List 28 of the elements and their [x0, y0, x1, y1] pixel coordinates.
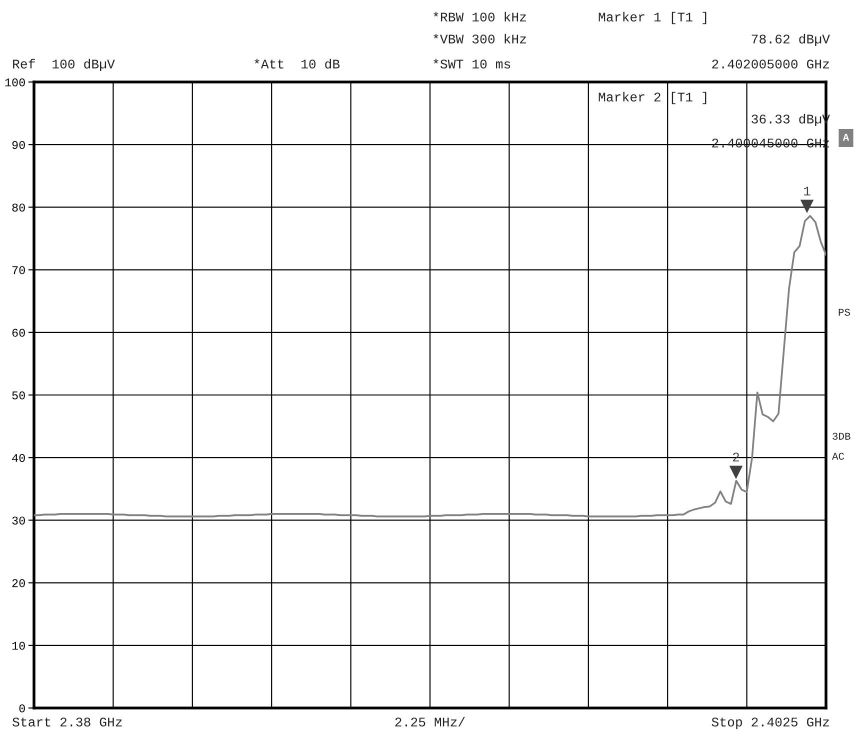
text: *RBW 100 kHz [434, 12, 526, 22]
text: Start 2.38 GHz [12, 718, 122, 727]
text: Ref 100 dBµV [13, 58, 115, 71]
text: *SWT 10 ms [434, 58, 510, 69]
y-tick-label: 30 [12, 516, 25, 525]
y-tick-label: 0 [19, 704, 25, 712]
text: A [842, 134, 850, 141]
text: AC [832, 452, 844, 460]
y-tick-label: 50 [12, 391, 25, 400]
y-tick-label: 40 [12, 454, 25, 462]
text: 78.62 dBµV [752, 34, 830, 46]
y-tick-label: 70 [12, 266, 25, 274]
annotation: Marker 2 [T1 ] [598, 92, 706, 104]
text: Stop 2.4025 GHz [712, 718, 829, 730]
y-tick-label: 90 [12, 140, 25, 149]
text: PS [838, 308, 850, 316]
y-tick-label: 60 [12, 328, 25, 337]
y-tick-label: 10 [12, 642, 25, 650]
y-tick-label: 100 [5, 78, 25, 86]
y-tick-label: 20 [12, 579, 25, 588]
text: 2.25 MHz/ [395, 716, 465, 727]
text: *VBW 300 kHz [434, 34, 526, 44]
text: 2.402005000 GHz [712, 60, 829, 69]
text: Marker 1 [T1 ] [598, 12, 706, 24]
annotation: 1 [804, 186, 810, 196]
text: 3DB [832, 432, 850, 440]
text: *Att 10 dB [254, 58, 340, 69]
y-tick-label: 80 [12, 204, 25, 212]
